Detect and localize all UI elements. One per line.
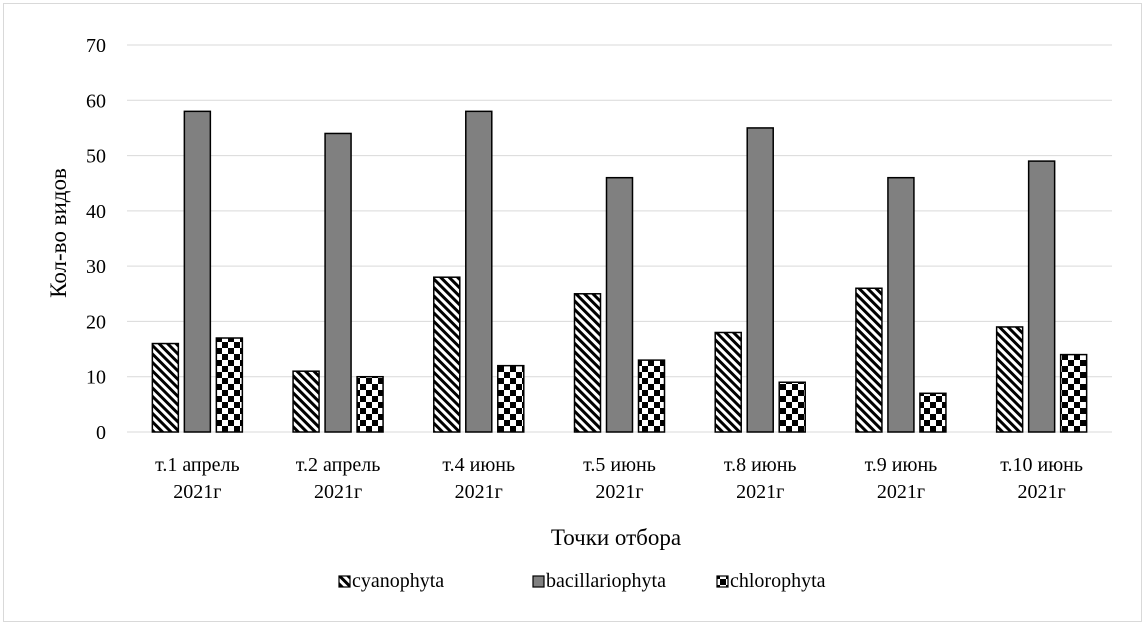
x-tick-label: 2021г xyxy=(595,481,643,503)
bar-cyanophyta xyxy=(855,287,883,433)
bar-cyanophyta xyxy=(292,370,320,433)
y-axis-title: Кол-во видов xyxy=(46,168,71,298)
y-tick-label: 0 xyxy=(96,422,106,444)
bar-chlorophyta xyxy=(778,381,806,433)
bar-bacillariophyta xyxy=(887,176,915,433)
x-axis-title: Точки отбора xyxy=(551,525,681,550)
y-tick-label: 40 xyxy=(86,201,106,223)
bar-bacillariophyta xyxy=(465,110,493,433)
x-tick-label: т.2 апрель xyxy=(296,454,381,476)
bar-bacillariophyta xyxy=(1027,160,1056,433)
bar-chlorophyta xyxy=(919,392,947,433)
x-tick-label: т.8 июнь xyxy=(724,454,797,476)
y-tick-label: 20 xyxy=(86,311,106,333)
y-tick-label: 30 xyxy=(86,256,106,278)
bar-bacillariophyta xyxy=(605,176,634,433)
bar-chlorophyta xyxy=(215,337,244,433)
bar-chlorophyta xyxy=(637,359,666,433)
x-tick-label: т.1 апрель xyxy=(155,454,240,476)
x-tick-label: 2021г xyxy=(455,481,503,503)
legend: cyanophyta bacillariophyta chlorophyta xyxy=(338,570,826,592)
legend-swatch-chlorophyta xyxy=(716,575,729,588)
bar-cyanophyta xyxy=(151,342,180,433)
bar-chlorophyta xyxy=(497,364,525,433)
legend-swatch-bacillariophyta xyxy=(532,575,545,588)
y-tick-label: 70 xyxy=(86,35,106,57)
bar-cyanophyta xyxy=(573,293,602,433)
legend-swatch-cyanophyta xyxy=(338,575,351,588)
x-tick-label: т.4 июнь xyxy=(442,454,515,476)
legend-label-chlorophyta: chlorophyta xyxy=(730,570,826,592)
legend-label-cyanophyta: cyanophyta xyxy=(352,570,444,592)
bars xyxy=(151,110,1088,433)
y-tick-labels: 0 10 20 30 40 50 60 70 xyxy=(86,35,106,444)
bar-bacillariophyta xyxy=(183,110,212,433)
bar-cyanophyta xyxy=(433,276,461,433)
y-tick-label: 50 xyxy=(86,146,106,168)
bar-cyanophyta xyxy=(995,326,1024,433)
bar-bacillariophyta xyxy=(746,127,774,433)
x-tick-label: 2021г xyxy=(736,481,784,503)
y-tick-label: 60 xyxy=(86,90,106,112)
x-tick-label: 2021г xyxy=(1018,481,1066,503)
bar-cyanophyta xyxy=(714,331,742,433)
x-tick-label: 2021г xyxy=(173,481,221,503)
bar-bacillariophyta xyxy=(324,132,352,433)
x-tick-label: т.10 июнь xyxy=(1000,454,1083,476)
x-tick-label: т.9 июнь xyxy=(865,454,938,476)
x-tick-label: 2021г xyxy=(877,481,925,503)
bar-chlorophyta xyxy=(1059,353,1088,433)
y-tick-label: 10 xyxy=(86,367,106,389)
x-tick-label: 2021г xyxy=(314,481,362,503)
x-tick-labels: т.1 апрель 2021г т.2 апрель 2021г т.4 июнь 20… xyxy=(155,454,1083,503)
x-tick-label: т.5 июнь xyxy=(583,454,656,476)
bar-chlorophyta xyxy=(356,375,384,433)
legend-label-bacillariophyta: bacillariophyta xyxy=(546,570,666,592)
